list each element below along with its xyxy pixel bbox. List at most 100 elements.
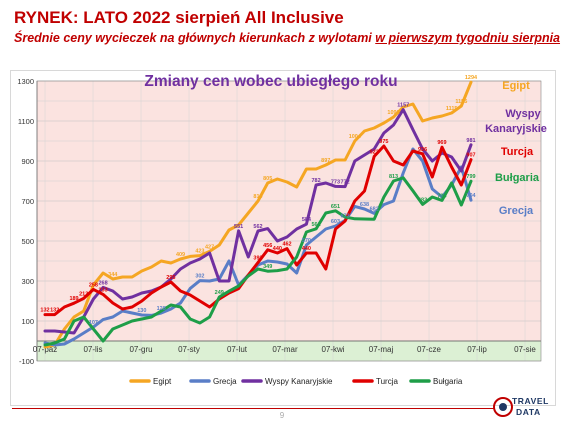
x-tick-label: 07-cze bbox=[417, 345, 442, 354]
y-tick-label: 900 bbox=[21, 157, 34, 166]
data-label: 805 bbox=[263, 176, 272, 182]
data-label: 107 bbox=[89, 320, 98, 326]
chart-title: Zmiany cen wobec ubiegłego roku bbox=[144, 73, 397, 90]
x-tick-label: 07-mar bbox=[272, 345, 298, 354]
data-label: 907 bbox=[466, 153, 475, 159]
data-label: 584 bbox=[302, 217, 312, 223]
data-label: 897 bbox=[321, 158, 330, 164]
data-label: 551 bbox=[234, 224, 243, 230]
series-annotation: Wyspy bbox=[505, 108, 541, 120]
x-tick-label: 07-gru bbox=[129, 345, 152, 354]
data-label: 456 bbox=[263, 243, 272, 249]
data-label: 268 bbox=[98, 280, 107, 286]
data-label: 703 bbox=[437, 193, 446, 199]
x-tick-label: 07-sie bbox=[514, 345, 536, 354]
data-label: 132 bbox=[40, 308, 49, 314]
y-tick-label: 700 bbox=[21, 197, 34, 206]
series-annotation: Kanaryjskie bbox=[485, 123, 547, 135]
data-label: 258 bbox=[89, 282, 98, 288]
data-label: 651 bbox=[331, 204, 340, 210]
data-label: 1155 bbox=[455, 99, 467, 105]
data-label: 923 bbox=[370, 149, 379, 155]
logo-text-travel: TRAVEL bbox=[512, 396, 549, 406]
legend-label: Grecja bbox=[213, 377, 237, 386]
data-label: 249 bbox=[215, 290, 224, 296]
data-label: 302 bbox=[195, 274, 204, 280]
data-label: 213 bbox=[79, 291, 88, 297]
data-label: 128 bbox=[157, 306, 166, 312]
legend-label: Wyspy Kanaryjskie bbox=[265, 377, 333, 386]
x-tick-label: 07-lip bbox=[467, 345, 487, 354]
data-label: 440 bbox=[302, 246, 311, 252]
data-label: 1294 bbox=[465, 75, 478, 81]
series-line-4 bbox=[43, 176, 473, 347]
data-label: 189 bbox=[69, 296, 78, 302]
x-tick-label: 07-kwi bbox=[321, 345, 344, 354]
data-label: 683 bbox=[418, 197, 427, 203]
page-title: RYNEK: LATO 2022 sierpień All Inclusive bbox=[14, 8, 344, 27]
data-label: 638 bbox=[360, 202, 369, 208]
logo-text-data: DATA bbox=[516, 407, 541, 417]
y-tick-label: 1100 bbox=[18, 117, 34, 126]
chart-container: -100 100 300 500 700 900 1100 1300 07-paź 07-lis 0… bbox=[10, 70, 556, 406]
data-label: 1004 bbox=[349, 134, 362, 140]
x-tick-label: 07-lut bbox=[227, 345, 248, 354]
data-label: 981 bbox=[466, 138, 475, 144]
price-change-line-chart: -100 100 300 500 700 900 1100 1300 07-paź 07-lis 0… bbox=[17, 73, 547, 386]
series-line-0 bbox=[43, 80, 473, 349]
subtitle-underlined-text: w pierwszym tygodniu sierpnia bbox=[375, 31, 561, 45]
data-label: 562 bbox=[253, 224, 262, 230]
series-annotation: Grecja bbox=[499, 205, 534, 217]
data-label: 233 bbox=[98, 287, 107, 293]
data-label: 799 bbox=[466, 174, 475, 180]
x-tick-label: 07-maj bbox=[369, 345, 394, 354]
data-label: 392 bbox=[253, 256, 262, 262]
data-label: 462 bbox=[282, 242, 291, 248]
data-label: 975 bbox=[379, 139, 388, 145]
data-label: 773 bbox=[331, 179, 340, 185]
data-label: 349 bbox=[263, 264, 272, 270]
x-tick-label: 07-sty bbox=[178, 345, 200, 354]
page-number: 9 bbox=[279, 411, 285, 420]
data-label: 813 bbox=[389, 174, 398, 180]
data-label: 130 bbox=[137, 308, 146, 314]
data-label: 561 bbox=[311, 222, 320, 228]
data-label: 673 bbox=[341, 213, 350, 219]
page-subtitle: Średnie ceny wycieczek na głównych kieru… bbox=[14, 31, 560, 45]
y-tick-label: 1300 bbox=[17, 77, 34, 86]
series-annotation: Bułgaria bbox=[495, 172, 540, 184]
footer-divider bbox=[12, 408, 494, 409]
data-label: 1157 bbox=[397, 103, 409, 109]
y-tick-label: 100 bbox=[21, 317, 34, 326]
data-label: 427 bbox=[205, 244, 214, 250]
data-label: 1092 bbox=[387, 110, 399, 116]
data-label: 603 bbox=[331, 219, 340, 225]
legend-label: Turcja bbox=[376, 377, 398, 386]
data-label: 782 bbox=[311, 178, 320, 184]
x-tick-label: 07-paź bbox=[33, 345, 57, 354]
data-label: 409 bbox=[176, 252, 185, 258]
x-tick-label: 07-lis bbox=[83, 345, 102, 354]
data-label: 570 bbox=[302, 238, 311, 244]
y-tick-label: 500 bbox=[21, 237, 34, 246]
y-tick-label: -100 bbox=[19, 357, 34, 366]
plot-area-border bbox=[36, 80, 542, 362]
y-tick-label: 300 bbox=[21, 277, 34, 286]
data-label: 936 bbox=[418, 147, 427, 153]
data-label: 1115 bbox=[446, 106, 458, 112]
series-annotation: Egipt bbox=[502, 80, 530, 92]
data-label: 295 bbox=[166, 275, 175, 281]
data-label: 132 bbox=[50, 308, 59, 314]
legend-label: Bułgaria bbox=[433, 377, 463, 386]
data-label: 423 bbox=[195, 249, 204, 255]
series-line-3 bbox=[43, 144, 473, 317]
plot-area-negative bbox=[37, 341, 541, 361]
data-label: 440 bbox=[273, 246, 282, 252]
series-line-2 bbox=[43, 108, 473, 335]
data-label: 682 bbox=[370, 206, 379, 212]
data-label: 704 bbox=[466, 193, 476, 199]
data-label: 772 bbox=[341, 180, 350, 186]
data-label: 969 bbox=[437, 140, 446, 146]
legend-label: Egipt bbox=[153, 377, 172, 386]
subtitle-text: Średnie ceny wycieczek na głównych kieru… bbox=[14, 31, 376, 45]
